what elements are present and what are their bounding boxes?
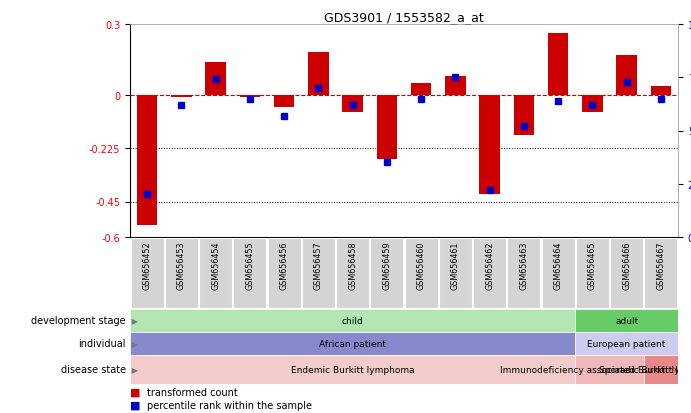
Text: ■: ■ xyxy=(130,387,140,397)
Bar xyxy=(308,53,329,96)
Bar xyxy=(651,86,671,96)
Text: GSM656453: GSM656453 xyxy=(177,241,186,290)
Text: ▶: ▶ xyxy=(129,365,138,374)
Text: GSM656464: GSM656464 xyxy=(553,241,562,289)
Bar xyxy=(131,239,164,308)
Text: transformed count: transformed count xyxy=(147,387,238,397)
Text: GSM656452: GSM656452 xyxy=(142,241,151,290)
Bar xyxy=(610,239,643,308)
Text: GSM656466: GSM656466 xyxy=(622,241,631,289)
Bar xyxy=(337,239,369,308)
Bar xyxy=(205,63,226,96)
Text: child: child xyxy=(342,316,363,325)
Bar xyxy=(548,34,569,96)
Text: GSM656461: GSM656461 xyxy=(451,241,460,289)
Bar xyxy=(234,239,266,308)
Bar xyxy=(480,96,500,195)
Text: GSM656462: GSM656462 xyxy=(485,241,494,290)
Bar xyxy=(582,96,603,112)
Text: European patient: European patient xyxy=(587,339,666,348)
Text: GSM656465: GSM656465 xyxy=(588,241,597,290)
Bar xyxy=(302,239,335,308)
Text: development stage: development stage xyxy=(31,316,126,326)
Bar xyxy=(199,239,232,308)
Text: GSM656454: GSM656454 xyxy=(211,241,220,290)
Bar xyxy=(645,239,677,308)
Text: GSM656460: GSM656460 xyxy=(417,241,426,289)
Text: Sporadic Burkitt lymphoma: Sporadic Burkitt lymphoma xyxy=(599,365,691,374)
Text: GSM656459: GSM656459 xyxy=(382,241,391,290)
Bar xyxy=(171,96,191,98)
Bar xyxy=(644,355,678,384)
Bar xyxy=(130,332,575,355)
Text: individual: individual xyxy=(79,339,126,349)
Bar xyxy=(445,77,466,96)
Bar xyxy=(507,239,540,308)
Text: GSM656455: GSM656455 xyxy=(245,241,254,290)
Bar xyxy=(405,239,437,308)
Bar xyxy=(165,239,198,308)
Text: GSM656467: GSM656467 xyxy=(656,241,665,290)
Bar xyxy=(542,239,574,308)
Bar xyxy=(513,96,534,136)
Bar xyxy=(267,239,301,308)
Bar xyxy=(575,332,678,355)
Bar xyxy=(370,239,404,308)
Bar xyxy=(473,239,506,308)
Bar xyxy=(342,96,363,112)
Title: GDS3901 / 1553582_a_at: GDS3901 / 1553582_a_at xyxy=(324,11,484,24)
Text: ■: ■ xyxy=(130,400,140,410)
Text: GSM656458: GSM656458 xyxy=(348,241,357,290)
Text: GSM656456: GSM656456 xyxy=(280,241,289,290)
Bar xyxy=(575,355,644,384)
Bar xyxy=(576,239,609,308)
Bar xyxy=(377,96,397,159)
Text: adult: adult xyxy=(615,316,638,325)
Bar xyxy=(575,309,678,332)
Bar xyxy=(616,56,637,96)
Text: Immunodeficiency associated Burkitt lymphoma: Immunodeficiency associated Burkitt lymp… xyxy=(500,365,691,374)
Bar xyxy=(411,84,431,96)
Bar xyxy=(240,96,260,98)
Text: Endemic Burkitt lymphoma: Endemic Burkitt lymphoma xyxy=(291,365,415,374)
Bar xyxy=(137,96,158,225)
Bar xyxy=(130,309,575,332)
Bar xyxy=(274,96,294,107)
Text: disease state: disease state xyxy=(61,365,126,375)
Bar xyxy=(130,355,575,384)
Text: African patient: African patient xyxy=(319,339,386,348)
Text: GSM656463: GSM656463 xyxy=(520,241,529,289)
Text: percentile rank within the sample: percentile rank within the sample xyxy=(147,400,312,410)
Text: GSM656457: GSM656457 xyxy=(314,241,323,290)
Text: ▶: ▶ xyxy=(129,339,138,348)
Bar xyxy=(439,239,472,308)
Text: ▶: ▶ xyxy=(129,316,138,325)
